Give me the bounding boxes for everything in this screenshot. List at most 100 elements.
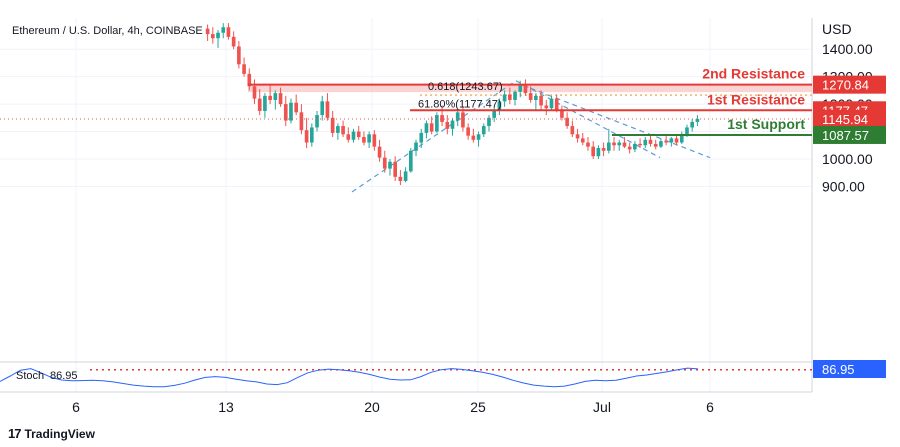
candle-body xyxy=(283,104,288,121)
price-tag xyxy=(813,109,886,128)
level-lines[interactable]: 2nd Resistance 1st Resistance 1st Support xyxy=(248,66,812,136)
candle-body xyxy=(210,34,215,39)
candle-body xyxy=(528,93,533,100)
candle-body xyxy=(554,98,559,110)
candle-body xyxy=(393,161,398,177)
candle-body xyxy=(289,102,293,121)
chart-grid xyxy=(0,18,812,392)
candle-body xyxy=(247,73,252,87)
candle-body xyxy=(403,171,408,181)
candle-body xyxy=(633,143,637,150)
candle-body xyxy=(299,112,304,131)
candle-body xyxy=(325,101,330,118)
candle-body xyxy=(580,138,585,143)
candle-body xyxy=(679,134,684,143)
candle-body xyxy=(606,142,611,151)
time-tick-label: 6 xyxy=(72,399,80,415)
time-axis[interactable]: 6 13 20 25 Jul 6 xyxy=(72,399,714,415)
candle-body xyxy=(653,143,658,147)
candle-body xyxy=(429,123,434,132)
candle-body xyxy=(242,64,246,74)
candle-body xyxy=(497,101,502,110)
price-tick-label: 900.00 xyxy=(822,178,865,194)
time-tick-label: 13 xyxy=(218,399,234,415)
stoch-line xyxy=(0,367,699,388)
candle-body xyxy=(398,176,403,181)
candle-body xyxy=(565,117,569,127)
brand-name: TradingView xyxy=(24,426,95,441)
stochastic-pane: Stoch 86.95 86.95 xyxy=(0,360,886,388)
level-label-resistance: 2nd Resistance xyxy=(702,66,805,82)
candle-body xyxy=(382,157,387,169)
candle-body xyxy=(622,142,627,147)
candle-body xyxy=(263,95,267,111)
candle-body xyxy=(346,134,351,140)
stoch-tag xyxy=(813,360,886,378)
candle-body xyxy=(487,117,491,127)
candle-body xyxy=(424,123,429,133)
time-tick-label: 6 xyxy=(706,399,714,415)
candlestick-series xyxy=(205,23,700,186)
candle-body xyxy=(221,27,226,33)
candle-body xyxy=(309,127,314,143)
candle-body xyxy=(356,131,361,138)
time-tick-label: 25 xyxy=(470,399,486,415)
candle-body xyxy=(471,135,476,140)
candle-body xyxy=(294,102,299,113)
candle-body xyxy=(476,134,481,140)
candle-body xyxy=(523,84,528,94)
candle-body xyxy=(278,93,283,105)
tradingview-brand[interactable]: 17 TradingView xyxy=(8,426,95,441)
candle-body xyxy=(315,115,319,128)
candle-body xyxy=(690,121,695,128)
candle-body xyxy=(638,143,642,146)
candle-body xyxy=(664,141,668,143)
candle-body xyxy=(513,91,517,100)
candle-body xyxy=(549,98,554,109)
candle-body xyxy=(226,27,231,37)
candle-body xyxy=(596,148,601,157)
candle-body xyxy=(455,112,460,121)
tradingview-logo-icon: 17 xyxy=(8,426,22,441)
candle-body xyxy=(408,150,413,172)
candle-body xyxy=(575,134,580,139)
symbol-title: Ethereum / U.S. Dollar, 4h, COINBASE xyxy=(12,25,203,37)
candle-body xyxy=(362,137,366,143)
candle-body xyxy=(685,127,689,135)
candle-body xyxy=(674,138,679,143)
candle-body xyxy=(617,142,622,146)
level-label-resistance: 1st Resistance xyxy=(707,91,805,107)
candle-body xyxy=(669,138,674,143)
stoch-label: Stoch xyxy=(16,370,44,382)
price-tag xyxy=(813,75,886,94)
candle-body xyxy=(372,134,377,147)
candle-body xyxy=(320,101,325,116)
candle-body xyxy=(492,109,497,118)
candle-body xyxy=(601,148,606,151)
resistance-zone xyxy=(248,84,812,93)
candle-body xyxy=(341,126,345,135)
fib-annotations: 0.618(1243.67) 61.80%(1177.47) xyxy=(418,81,503,110)
candle-body xyxy=(252,86,257,99)
candle-body xyxy=(507,94,512,100)
price-tag-label: 1270.84 xyxy=(822,78,869,93)
price-tag-label: 1087.57 xyxy=(822,128,869,143)
candle-body xyxy=(466,127,470,136)
candle-body xyxy=(481,126,486,135)
fib-annotation: 0.618(1243.67) xyxy=(428,81,503,93)
time-tick-label: 20 xyxy=(364,399,380,415)
candle-body xyxy=(445,121,450,129)
candle-body xyxy=(450,120,455,129)
candle-body xyxy=(695,118,700,122)
candle-body xyxy=(544,105,549,109)
candle-body xyxy=(205,28,210,35)
candle-body xyxy=(351,131,356,140)
candle-body xyxy=(591,146,596,157)
downtrend-line-upper xyxy=(521,84,711,159)
candle-body xyxy=(257,98,262,111)
candle-body xyxy=(648,139,653,144)
candle-body xyxy=(273,93,278,100)
stoch-value: 86.95 xyxy=(50,370,78,382)
